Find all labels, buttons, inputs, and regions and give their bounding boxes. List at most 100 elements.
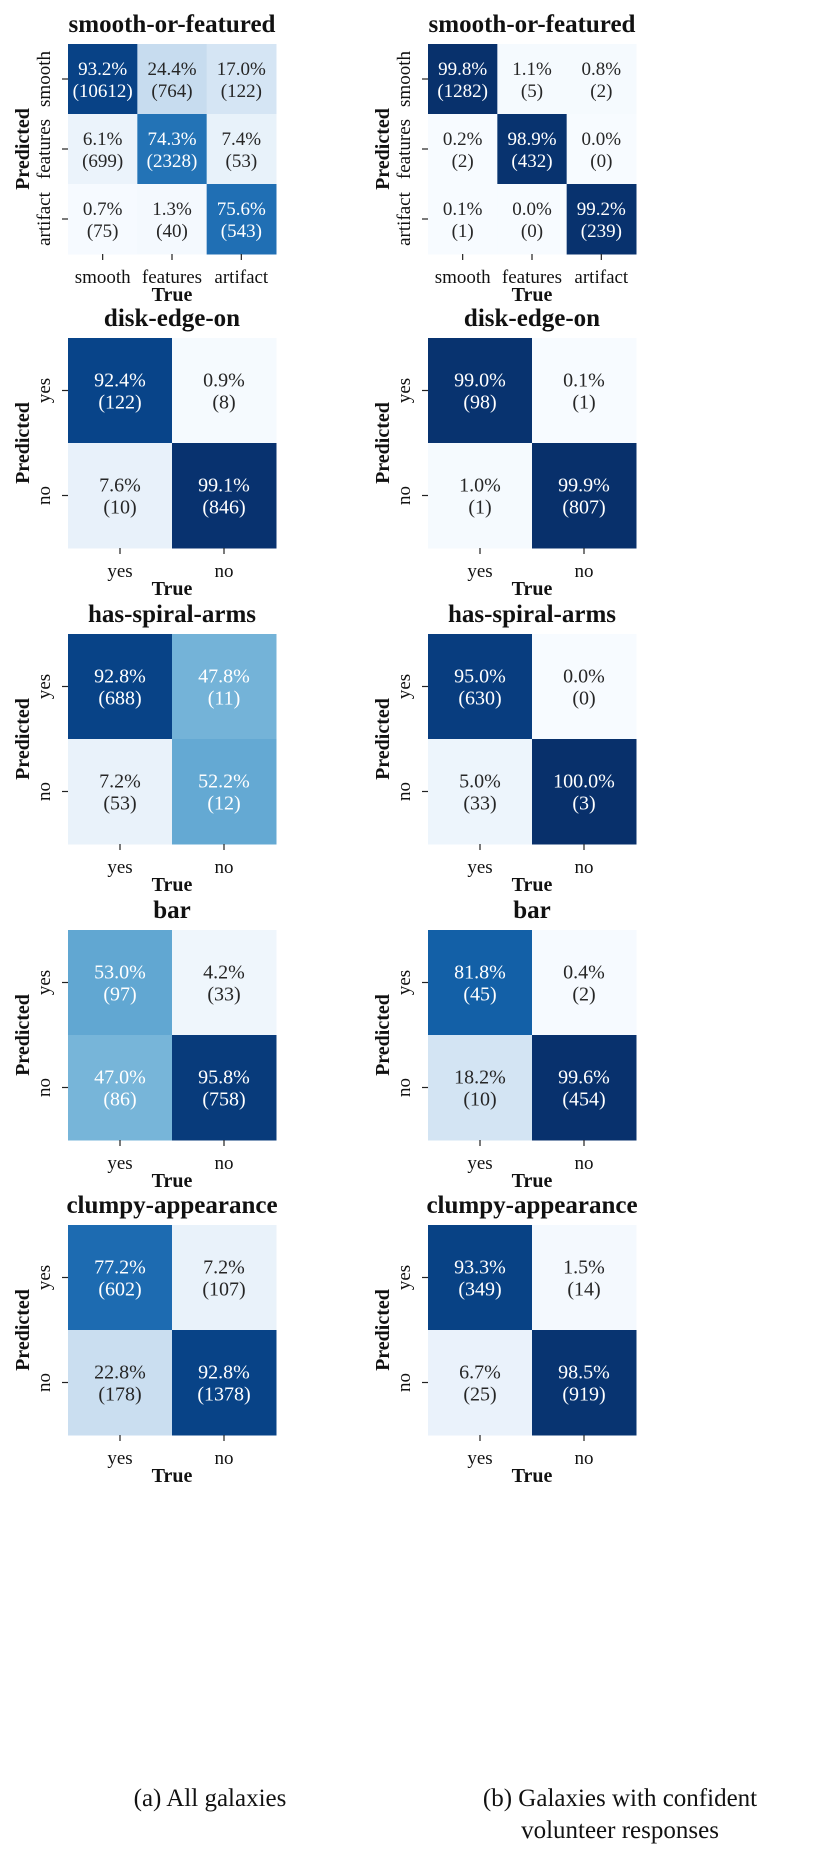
heatmap-cell <box>532 739 637 845</box>
y-tick-label: yes <box>34 1265 55 1290</box>
y-axis-label: Predicted <box>12 698 34 780</box>
cell-percent-label: 81.8% <box>454 962 506 984</box>
y-axis-label: Predicted <box>372 108 394 190</box>
heatmap-cell <box>206 114 277 185</box>
chart-title: clumpy-appearance <box>426 1192 637 1219</box>
cell-percent-label: 0.8% <box>582 59 622 80</box>
y-tick-label: no <box>34 1078 55 1097</box>
cell-percent-label: 92.4% <box>94 370 146 392</box>
heatmap-cell <box>172 1330 277 1436</box>
chart-title: smooth-or-featured <box>69 11 276 38</box>
cell-percent-label: 95.8% <box>198 1067 250 1089</box>
x-tick-label: no <box>575 1448 594 1469</box>
x-tick-label: features <box>502 267 562 288</box>
y-tick-label: yes <box>34 674 55 699</box>
y-axis-label: Predicted <box>372 994 394 1076</box>
heatmap-cell <box>428 634 533 740</box>
heatmap-cell <box>206 44 277 115</box>
cell-percent-label: 1.5% <box>563 1257 605 1279</box>
cell-percent-label: 6.1% <box>83 129 123 150</box>
cell-count-label: (8) <box>212 392 235 414</box>
cell-percent-label: 75.6% <box>217 199 266 220</box>
heatmap-cell <box>532 338 637 444</box>
heatmap-cell <box>428 1225 533 1331</box>
cell-count-label: (122) <box>98 392 141 414</box>
y-axis-label: Predicted <box>12 1289 34 1371</box>
cell-count-label: (349) <box>458 1279 501 1301</box>
cell-count-label: (107) <box>202 1279 245 1301</box>
x-axis-label: True <box>512 284 553 306</box>
cell-percent-label: 7.4% <box>222 129 262 150</box>
y-tick-label: no <box>34 486 55 505</box>
x-axis-label: True <box>512 874 553 896</box>
y-tick-label: no <box>394 486 415 505</box>
cell-percent-label: 7.6% <box>99 475 141 497</box>
cell-percent-label: 7.2% <box>99 771 141 793</box>
heatmap-cell <box>497 114 568 185</box>
x-axis-label: True <box>152 578 193 600</box>
heatmap-cell <box>428 338 533 444</box>
cell-count-label: (5) <box>521 81 543 102</box>
cell-count-label: (2) <box>572 984 595 1006</box>
cell-percent-label: 47.0% <box>94 1067 146 1089</box>
y-axis-label: Predicted <box>12 108 34 190</box>
cell-percent-label: 1.3% <box>152 199 192 220</box>
heatmap-cell <box>68 114 138 185</box>
cell-count-label: (1378) <box>197 1384 250 1406</box>
cell-percent-label: 0.0% <box>512 199 552 220</box>
cell-count-label: (97) <box>103 984 136 1006</box>
cell-count-label: (33) <box>463 793 496 815</box>
cell-percent-label: 7.2% <box>203 1257 245 1279</box>
y-axis-label: Predicted <box>372 1289 394 1371</box>
chart-title: bar <box>153 897 191 924</box>
cell-count-label: (40) <box>156 221 188 242</box>
x-axis-label: True <box>512 578 553 600</box>
cell-percent-label: 92.8% <box>198 1362 250 1384</box>
cell-percent-label: 22.8% <box>94 1362 146 1384</box>
cell-count-label: (53) <box>226 151 258 172</box>
cell-percent-label: 0.9% <box>203 370 245 392</box>
cell-count-label: (432) <box>511 151 552 172</box>
heatmap-cell <box>428 1330 533 1436</box>
cell-count-label: (630) <box>458 688 501 710</box>
cell-count-label: (2) <box>590 81 612 102</box>
cell-count-label: (239) <box>581 221 622 242</box>
x-tick-label: yes <box>467 1153 492 1174</box>
cell-percent-label: 98.9% <box>507 129 556 150</box>
cell-count-label: (2) <box>452 151 474 172</box>
heatmap-cell <box>172 338 277 444</box>
caption-all-galaxies: (a) All galaxies <box>70 1783 350 1815</box>
x-tick-label: no <box>215 561 234 582</box>
heatmap-cell <box>68 634 173 740</box>
x-tick-label: yes <box>467 561 492 582</box>
cell-percent-label: 93.3% <box>454 1257 506 1279</box>
cell-percent-label: 0.2% <box>443 129 483 150</box>
heatmap-cell <box>497 44 568 115</box>
cell-percent-label: 0.1% <box>563 370 605 392</box>
heatmap-cell <box>172 930 277 1036</box>
x-tick-label: yes <box>467 1448 492 1469</box>
cell-percent-label: 0.0% <box>563 666 605 688</box>
x-tick-label: yes <box>107 1153 132 1174</box>
x-axis-label: True <box>152 1170 193 1192</box>
cell-count-label: (543) <box>221 221 262 242</box>
cell-percent-label: 99.2% <box>577 199 626 220</box>
x-tick-label: yes <box>107 857 132 878</box>
heatmap-cell <box>532 1225 637 1331</box>
y-tick-label: features <box>394 119 415 179</box>
cell-percent-label: 1.0% <box>459 475 501 497</box>
y-tick-label: no <box>394 1078 415 1097</box>
caption-confident-galaxies: (b) Galaxies with confident volunteer re… <box>440 1783 800 1847</box>
y-tick-label: yes <box>394 1265 415 1290</box>
heatmap-cell <box>566 184 637 255</box>
caption-left-text: (a) All galaxies <box>133 1785 287 1812</box>
x-tick-label: features <box>142 267 202 288</box>
y-tick-label: yes <box>34 970 55 995</box>
x-tick-label: no <box>215 1153 234 1174</box>
y-tick-label: artifact <box>34 191 55 246</box>
heatmap-cell <box>68 338 173 444</box>
cell-count-label: (2328) <box>147 151 198 172</box>
heatmap-cell <box>497 184 568 255</box>
cell-percent-label: 95.0% <box>454 666 506 688</box>
